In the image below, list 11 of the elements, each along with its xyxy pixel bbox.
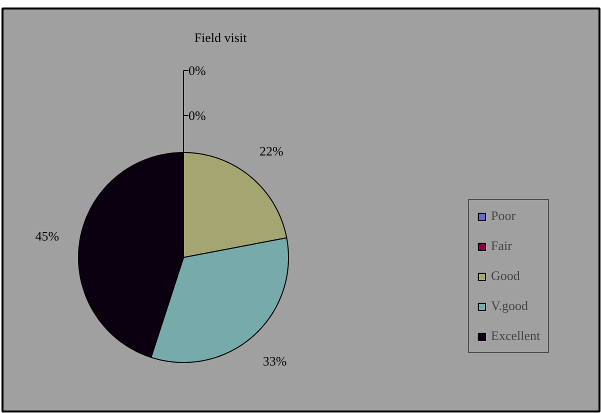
text: 0% — [188, 108, 206, 123]
legend-label: Poor — [491, 208, 516, 224]
data-label: 45% — [35, 228, 60, 244]
legend-label: Excellent — [491, 328, 540, 344]
data-label: 33% — [262, 354, 287, 369]
legend-label: Fair — [491, 238, 512, 254]
legend-label: V.good — [491, 298, 528, 314]
text: 0% — [188, 63, 206, 78]
legend-label: Good — [491, 268, 520, 284]
chart-title: Field visit — [194, 30, 248, 45]
data-label: 22% — [260, 144, 284, 159]
